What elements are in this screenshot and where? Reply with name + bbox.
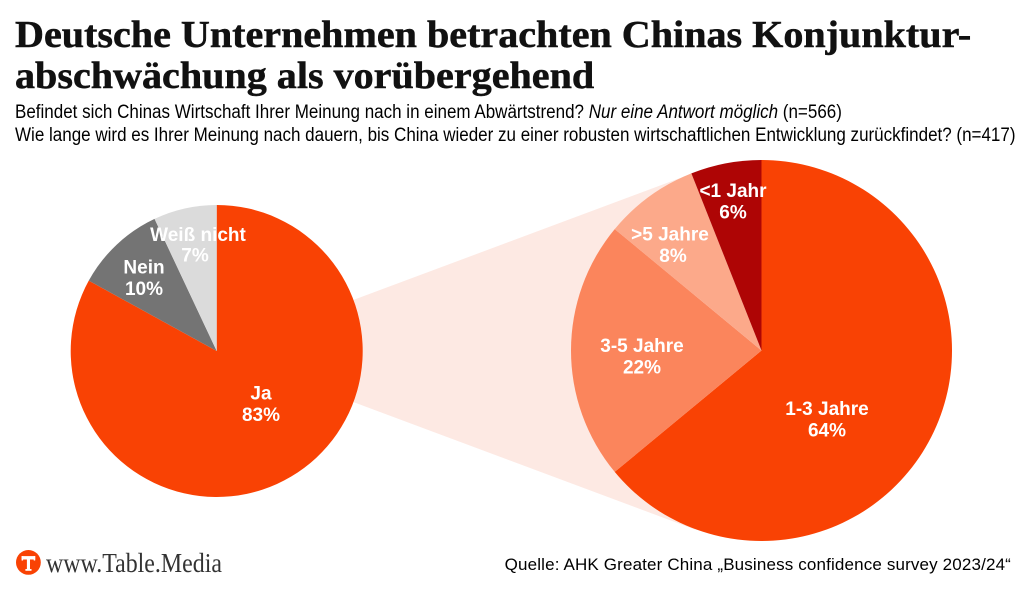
svg-text:22%: 22% [623, 358, 661, 379]
svg-text:3-5 Jahre: 3-5 Jahre [600, 336, 683, 357]
svg-text:64%: 64% [808, 421, 846, 442]
svg-text:6%: 6% [719, 203, 747, 224]
svg-text:Weiß nicht: Weiß nicht [150, 225, 246, 246]
svg-text:<1 Jahr: <1 Jahr [699, 181, 767, 202]
svg-text:1-3 Jahre: 1-3 Jahre [785, 399, 868, 420]
svg-text:Ja: Ja [250, 384, 272, 405]
svg-text:Nein: Nein [123, 258, 164, 279]
svg-text:7%: 7% [181, 246, 209, 267]
svg-text:83%: 83% [242, 405, 280, 426]
svg-text:8%: 8% [659, 246, 687, 267]
svg-text:10%: 10% [125, 279, 163, 300]
svg-text:>5 Jahre: >5 Jahre [631, 225, 709, 246]
